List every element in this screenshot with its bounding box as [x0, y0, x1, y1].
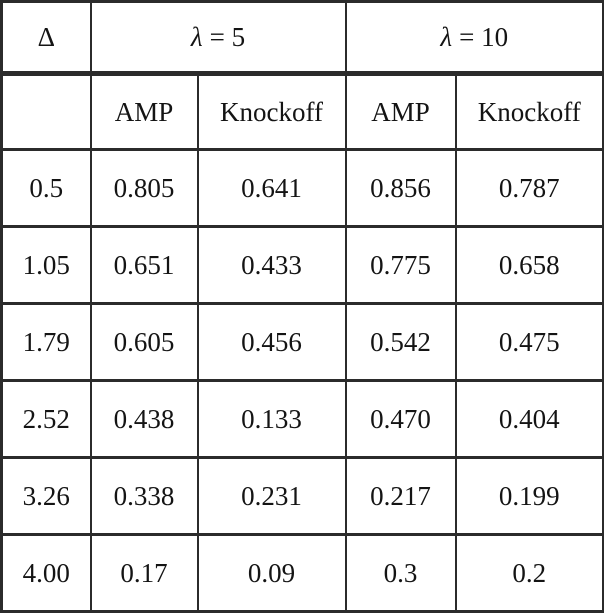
cell-value: 0.433 — [196, 225, 347, 305]
cell-value: 0.470 — [344, 379, 457, 459]
table-row: 1.79 0.605 0.456 0.542 0.475 — [0, 302, 604, 382]
cell-value: 0.641 — [196, 148, 347, 228]
lambda-symbol: λ — [190, 21, 203, 52]
cell-value: 0.658 — [454, 225, 604, 305]
cell-value: 0.338 — [89, 456, 199, 536]
cell-value: 0.231 — [196, 456, 347, 536]
header-amp-l5: AMP — [89, 72, 199, 151]
header-knockoff-l10: Knockoff — [454, 72, 604, 151]
cell-value: 0.404 — [454, 379, 604, 459]
header-row-methods: AMP Knockoff AMP Knockoff — [0, 72, 604, 151]
delta-symbol: Δ — [37, 21, 55, 52]
header-knockoff-l5: Knockoff — [196, 72, 347, 151]
cell-value: 0.199 — [454, 456, 604, 536]
cell-value: 0.856 — [344, 148, 457, 228]
cell-value: 0.542 — [344, 302, 457, 382]
cell-value: 0.133 — [196, 379, 347, 459]
cell-value: 0.09 — [196, 533, 347, 613]
table-row: 1.05 0.651 0.433 0.775 0.658 — [0, 225, 604, 305]
header-empty-cell — [0, 72, 92, 151]
cell-delta: 1.79 — [0, 302, 92, 382]
header-row-groups: Δ λ = 5 λ = 10 — [0, 0, 604, 76]
lambda-10-value: = 10 — [459, 21, 509, 52]
header-amp-l10: AMP — [344, 72, 457, 151]
cell-value: 0.775 — [344, 225, 457, 305]
cell-value: 0.787 — [454, 148, 604, 228]
lambda-symbol: λ — [440, 21, 453, 52]
cell-delta: 4.00 — [0, 533, 92, 613]
header-lambda-5-cell: λ = 5 — [89, 0, 347, 76]
lambda-5-value: = 5 — [209, 21, 246, 52]
cell-value: 0.475 — [454, 302, 604, 382]
cell-value: 0.2 — [454, 533, 604, 613]
cell-value: 0.805 — [89, 148, 199, 228]
cell-value: 0.17 — [89, 533, 199, 613]
table-row: 4.00 0.17 0.09 0.3 0.2 — [0, 533, 604, 613]
cell-value: 0.651 — [89, 225, 199, 305]
cell-delta: 2.52 — [0, 379, 92, 459]
table-row: 2.52 0.438 0.133 0.470 0.404 — [0, 379, 604, 459]
cell-delta: 1.05 — [0, 225, 92, 305]
cell-value: 0.605 — [89, 302, 199, 382]
table-row: 3.26 0.338 0.231 0.217 0.199 — [0, 456, 604, 536]
cell-delta: 3.26 — [0, 456, 92, 536]
cell-value: 0.438 — [89, 379, 199, 459]
cell-value: 0.456 — [196, 302, 347, 382]
table-row: 0.5 0.805 0.641 0.856 0.787 — [0, 148, 604, 228]
header-delta-cell: Δ — [0, 0, 92, 76]
cell-value: 0.3 — [344, 533, 457, 613]
header-lambda-10-cell: λ = 10 — [344, 0, 604, 76]
cell-value: 0.217 — [344, 456, 457, 536]
cell-delta: 0.5 — [0, 148, 92, 228]
